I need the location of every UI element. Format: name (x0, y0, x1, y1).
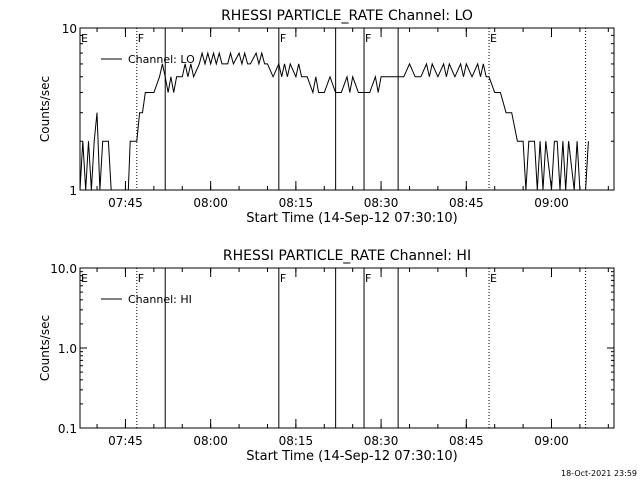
chart-2-x-tick-label: 08:30 (364, 434, 399, 448)
chart-2-event-marker-label: F (365, 272, 371, 285)
chart-2-legend-label: Channel: HI (128, 293, 192, 306)
chart-1-series-line (79, 51, 589, 191)
chart-1-legend-label: Channel: LO (128, 53, 195, 66)
chart-1-x-tick-label: 08:00 (193, 196, 228, 210)
chart-1-event-marker-label: F (365, 32, 371, 45)
chart-2-event-marker-label: E (81, 272, 88, 285)
footer-timestamp: 18-Oct-2021 23:59 (561, 469, 637, 478)
chart-2-x-tick-label: 08:15 (279, 434, 314, 448)
chart-1-x-tick-label: 08:15 (279, 196, 314, 210)
chart-2-x-axis-label: Start Time (14-Sep-12 07:30:10) (246, 449, 457, 464)
chart-2-event-marker-label: E (490, 272, 497, 285)
chart-2-plot-frame (79, 267, 615, 429)
chart-2-y-axis-label: Counts/sec (38, 315, 52, 381)
chart-2-x-tick-label: 08:45 (449, 434, 484, 448)
chart-1-event-marker-label: F (280, 32, 286, 45)
chart-1-x-tick-label: 08:45 (449, 196, 484, 210)
chart-1-x-tick-label: 09:00 (534, 196, 569, 210)
chart-2-x-tick-label: 09:00 (534, 434, 569, 448)
chart-1-event-marker-label: E (81, 32, 88, 45)
chart-1-title: RHESSI PARTICLE_RATE Channel: LO (221, 8, 473, 24)
chart-1-y-tick-label: 1 (69, 184, 77, 198)
chart-1-y-tick-label: 10 (62, 22, 77, 36)
chart-1-y-axis-label: Counts/sec (38, 76, 52, 142)
chart-1-x-tick-label: 07:45 (108, 196, 143, 210)
chart-2-event-marker-label: F (138, 272, 144, 285)
chart-2-y-tick-label: 0.1 (58, 422, 77, 436)
chart-1-event-marker-label: F (138, 32, 144, 45)
chart-2-x-tick-label: 07:45 (108, 434, 143, 448)
chart-1-x-axis-label: Start Time (14-Sep-12 07:30:10) (246, 211, 457, 226)
chart-1-x-tick-label: 08:30 (364, 196, 399, 210)
chart-2-event-marker-label: F (280, 272, 286, 285)
chart-2-title: RHESSI PARTICLE_RATE Channel: HI (223, 248, 471, 264)
chart-2-x-tick-label: 08:00 (193, 434, 228, 448)
chart-1-event-marker-label: E (490, 32, 497, 45)
chart-2-y-tick-label: 10.0 (50, 262, 77, 276)
chart-1-plot-frame (79, 27, 615, 191)
chart-2-y-tick-label: 1.0 (58, 342, 77, 356)
